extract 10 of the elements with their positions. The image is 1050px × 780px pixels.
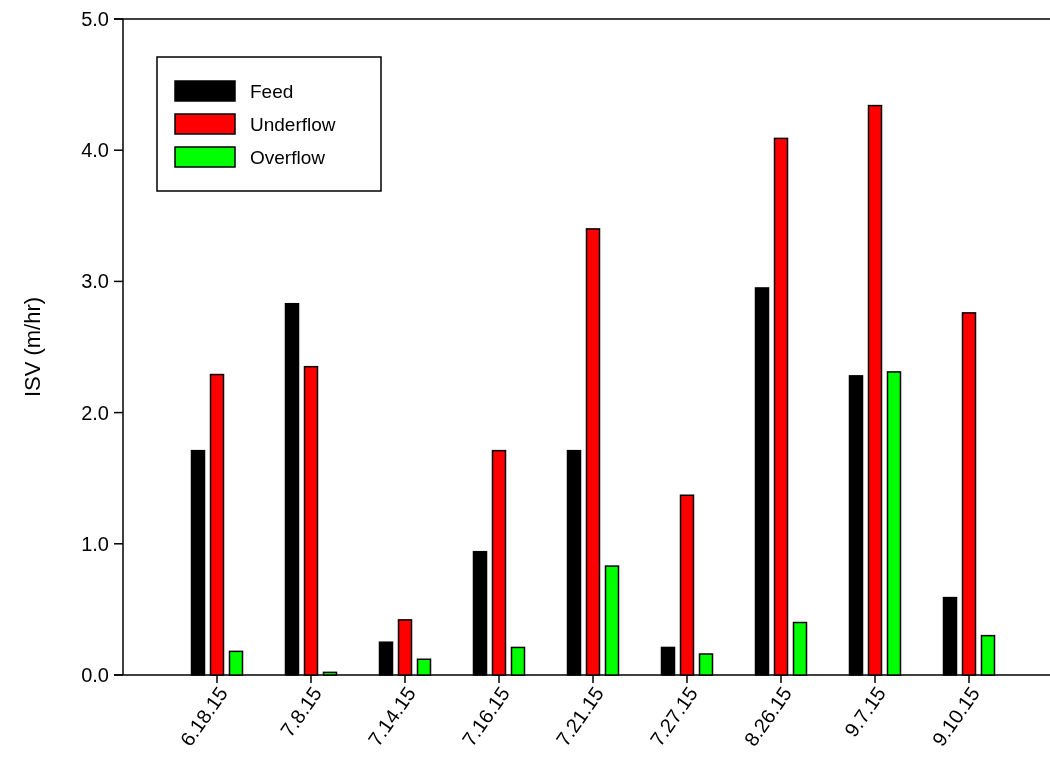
y-axis-title: ISV (m/hr) xyxy=(20,296,45,398)
legend-label: Overflow xyxy=(250,146,326,168)
y-tick-label: 4.0 xyxy=(81,139,109,162)
y-tick-label: 0.0 xyxy=(81,664,109,686)
y-tick-label: 1.0 xyxy=(81,532,109,555)
y-tick-label: 2.0 xyxy=(81,401,109,424)
y-tick-label: 3.0 xyxy=(81,270,109,293)
legend-label: Underflow xyxy=(250,113,336,135)
y-tick-label: 5.0 xyxy=(81,8,109,30)
legend-label: Feed xyxy=(250,80,294,102)
